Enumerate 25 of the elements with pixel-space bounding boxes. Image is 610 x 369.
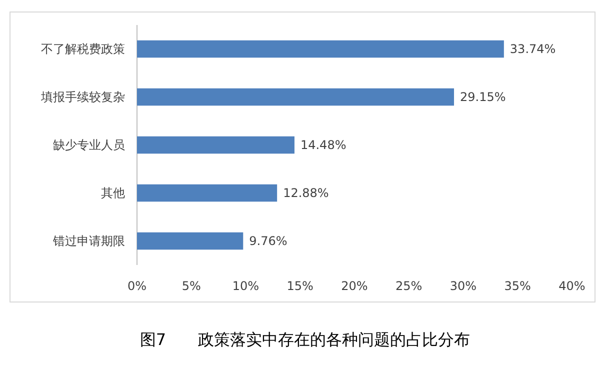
x-tick-label: 20% bbox=[341, 279, 368, 293]
bar bbox=[137, 88, 454, 106]
data-label: 9.76% bbox=[249, 234, 288, 248]
bar bbox=[137, 40, 504, 58]
data-label: 12.88% bbox=[283, 186, 329, 200]
y-tick-label: 不了解税费政策 bbox=[41, 42, 125, 56]
x-tick-label: 40% bbox=[558, 279, 586, 293]
y-tick-label: 填报手续较复杂 bbox=[40, 90, 125, 104]
x-tick-label: 35% bbox=[504, 279, 531, 293]
data-label: 29.15% bbox=[460, 90, 506, 104]
x-tick-label: 15% bbox=[286, 279, 314, 293]
text: 图7 政策落实中存在的各种问题的占比分布 bbox=[140, 330, 470, 349]
y-tick-label: 缺少专业人员 bbox=[53, 138, 125, 152]
data-label: 33.74% bbox=[510, 42, 556, 56]
x-tick-label: 5% bbox=[182, 279, 201, 293]
x-tick-label: 0% bbox=[127, 279, 147, 293]
x-tick-label: 30% bbox=[450, 279, 477, 293]
x-tick-label: 10% bbox=[232, 279, 260, 293]
x-tick-label: 25% bbox=[396, 279, 422, 293]
data-label: 14.48% bbox=[300, 138, 346, 152]
y-tick-label: 错过申请期限 bbox=[52, 234, 125, 248]
bar bbox=[137, 232, 244, 250]
bar bbox=[137, 136, 294, 154]
y-tick-label: 其他 bbox=[101, 186, 125, 200]
bar bbox=[137, 184, 278, 202]
